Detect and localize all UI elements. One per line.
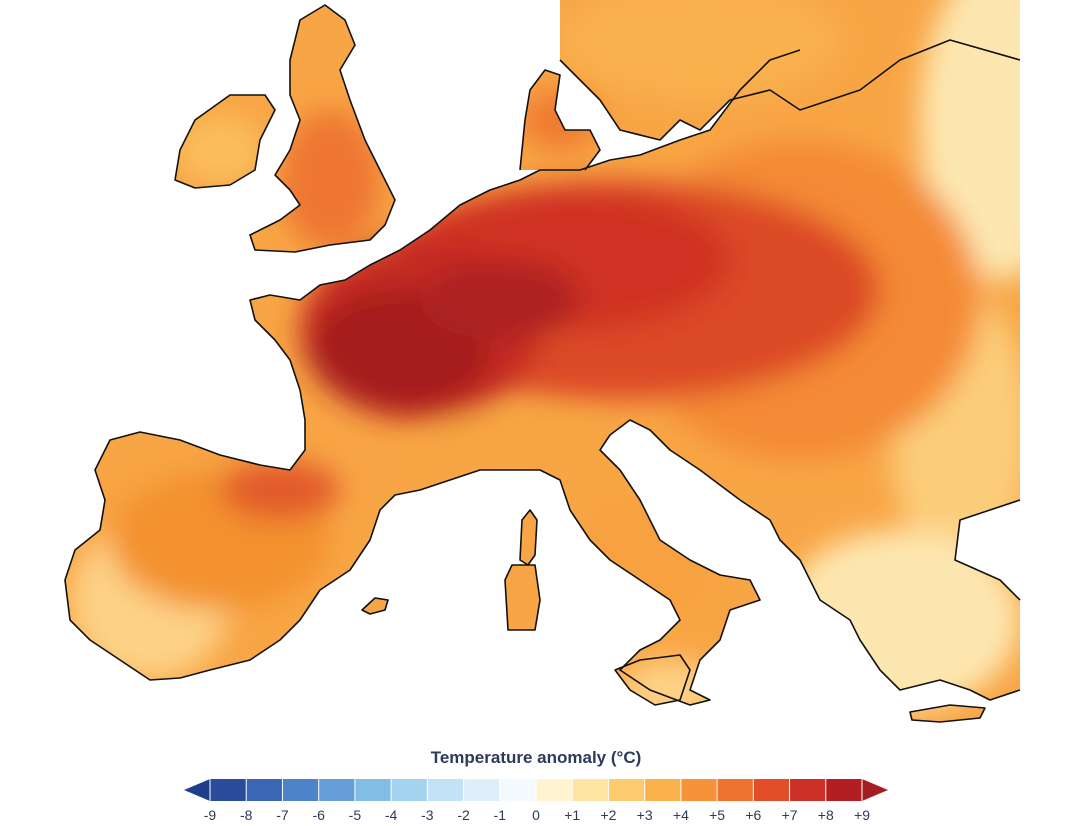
colorbar-swatch — [427, 779, 465, 801]
colorbar-tick-label: +2 — [600, 807, 616, 823]
colorbar-swatch — [318, 779, 356, 801]
colorbar-swatch — [246, 779, 283, 801]
anomaly-map — [64, 0, 1021, 723]
colorbar-max-arrow — [862, 779, 888, 801]
colorbar-legend: Temperature anomaly (°C) -9 -8 -7 -6 -5 -4 -3-… — [0, 740, 1072, 826]
colorbar-swatch — [717, 779, 754, 801]
colorbar-swatch — [753, 779, 791, 801]
colorbar-tick-label: +5 — [709, 807, 725, 823]
legend-title: Temperature anomaly (°C) — [430, 748, 642, 767]
europe-map — [64, 0, 1021, 723]
colorbar-swatch — [536, 779, 573, 801]
colorbar-tick-label: 0 — [532, 807, 540, 823]
colorbar-tick-label: +6 — [745, 807, 761, 823]
colorbar-tick-label: +1 — [564, 807, 580, 823]
colorbar-tick-label: -3 — [421, 807, 434, 823]
colorbar-min-arrow — [184, 779, 210, 801]
coastlines — [64, 4, 1021, 723]
colorbar-swatch — [789, 779, 827, 801]
colorbar-tick-label: +9 — [854, 807, 870, 823]
colorbar-tick-label: -6 — [312, 807, 325, 823]
colorbar-tick-label: +8 — [818, 807, 834, 823]
colorbar-swatch — [391, 779, 428, 801]
colorbar-tick-label: +4 — [673, 807, 689, 823]
colorbar-swatch — [499, 779, 537, 801]
colorbar-tick-label: +7 — [782, 807, 798, 823]
colorbar-tick-label: +3 — [637, 807, 653, 823]
colorbar-tick-label: -4 — [385, 807, 398, 823]
colorbar-swatch — [282, 779, 320, 801]
colorbar-tick-label: -9 — [204, 807, 217, 823]
colorbar-swatch — [354, 779, 392, 801]
colorbar-tick-label: -5 — [349, 807, 362, 823]
colorbar-swatch — [608, 779, 646, 801]
colorbar-tick-label: -7 — [276, 807, 289, 823]
colorbar-tick-label: -1 — [494, 807, 507, 823]
colorbar-swatch — [210, 779, 247, 801]
colorbar: -9 -8 -7 -6 -5 -4 -3 -2 -1 0 +1 +2 +3 +4 +5 +6 +7 +8 +9 — [184, 779, 888, 823]
colorbar-tick-label: -8 — [240, 807, 253, 823]
colorbar-swatch — [825, 779, 863, 801]
colorbar-swatch — [680, 779, 718, 801]
colorbar-swatch — [644, 779, 682, 801]
colorbar-swatch — [463, 779, 501, 801]
colorbar-swatch — [572, 779, 609, 801]
colorbar-tick-label: -2 — [457, 807, 470, 823]
